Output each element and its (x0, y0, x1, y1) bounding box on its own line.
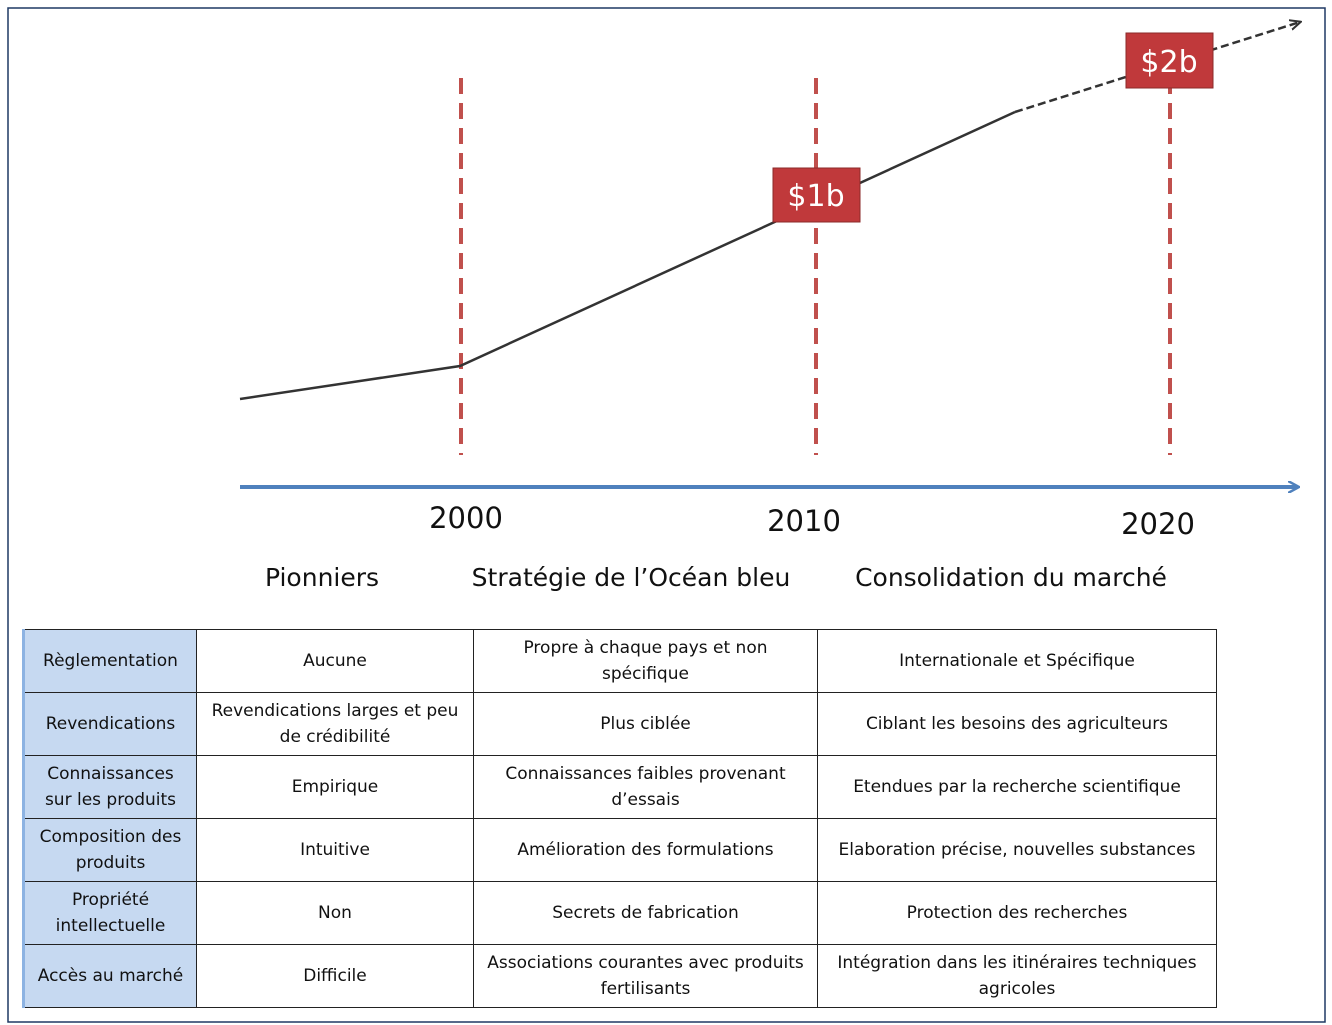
table-cell: Empirique (196, 755, 474, 819)
marker-label: $1b (787, 179, 844, 214)
table-cell: Protection des recherches (817, 881, 1217, 945)
table-cell: Non (196, 881, 474, 945)
row-header: Connaissances sur les produits (22, 755, 197, 819)
table-cell: Plus ciblée (473, 692, 818, 756)
table-cell: Revendications larges et peu de crédibil… (196, 692, 474, 756)
year-label: 2010 (767, 504, 841, 538)
table-cell: Ciblant les besoins des agriculteurs (817, 692, 1217, 756)
table-row: Règlementation Aucune Propre à chaque pays… (22, 629, 1217, 693)
phase-label: Stratégie de l’Océan bleu (472, 563, 791, 592)
table-row: Composition des produits Intuitive Amélior… (22, 818, 1217, 882)
row-header: Règlementation (22, 629, 197, 693)
comparison-table: Règlementation Aucune Propre à chaque pays… (22, 629, 1217, 1008)
marker-box (772, 167, 861, 223)
table-cell: Associations courantes avec produits fer… (473, 944, 818, 1008)
marker-label: $2b (1140, 45, 1197, 80)
row-header: Revendications (22, 692, 197, 756)
table-cell: Difficile (196, 944, 474, 1008)
table-cell: Intuitive (196, 818, 474, 882)
table-row: Accès au marché Difficile Associations cou… (22, 944, 1217, 1008)
table-cell: Connaissances faibles provenant d’essais (473, 755, 818, 819)
table-cell: Etendues par la recherche scientifique (817, 755, 1217, 819)
table-cell: Intégration dans les itinéraires techniq… (817, 944, 1217, 1008)
frame (7, 7, 1326, 1023)
row-header: Composition des produits (22, 818, 197, 882)
growth-line (239, 110, 1016, 401)
table-cell: Internationale et Spécifique (817, 629, 1217, 693)
table-cell: Elaboration précise, nouvelles substance… (817, 818, 1217, 882)
table-row: Propriété intellectuelle Non Secrets de fa… (22, 881, 1217, 945)
table-cell: Amélioration des formulations (473, 818, 818, 882)
period-dividers (459, 78, 1172, 455)
phase-label: Pionniers (265, 563, 379, 592)
table-cell: Aucune (196, 629, 474, 693)
marker-box (1125, 32, 1214, 89)
table-row: Revendications Revendications larges et p… (22, 692, 1217, 756)
year-label: 2020 (1121, 507, 1195, 541)
row-header: Accès au marché (22, 944, 197, 1008)
table-row: Connaissances sur les produits Empirique C… (22, 755, 1217, 819)
table-cell: Propre à chaque pays et non spécifique (473, 629, 818, 693)
row-header: Propriété intellectuelle (22, 881, 197, 945)
phase-label: Consolidation du marché (855, 563, 1167, 592)
year-label: 2000 (429, 501, 503, 535)
table-cell: Secrets de fabrication (473, 881, 818, 945)
